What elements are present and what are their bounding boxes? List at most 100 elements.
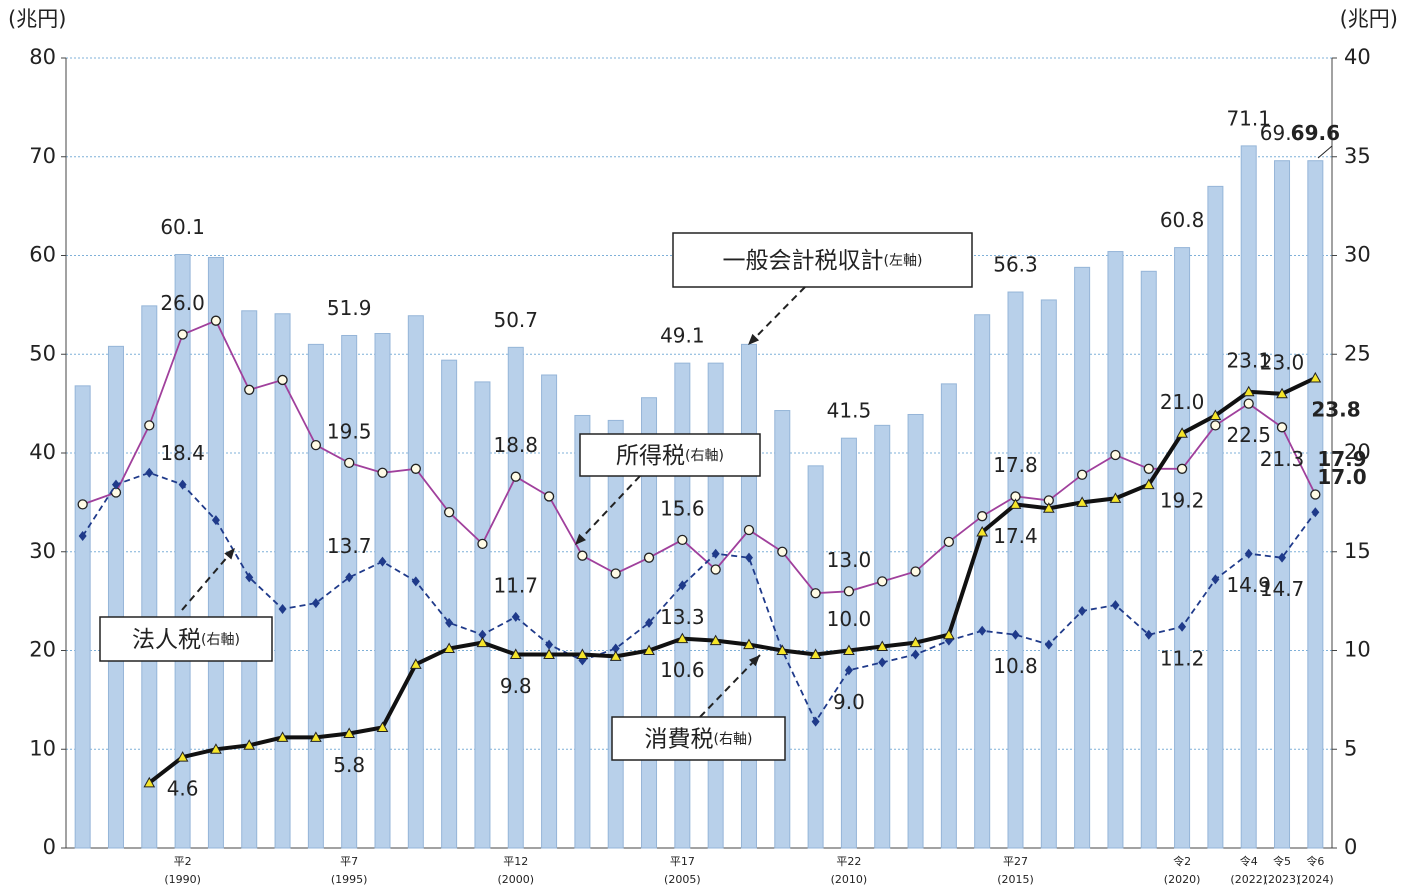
marker — [276, 731, 289, 742]
data-label: 17.8 — [993, 453, 1038, 477]
marker — [511, 611, 520, 622]
marker — [609, 650, 622, 661]
y-tick-label: 20 — [29, 638, 56, 662]
data-label: 21.0 — [1160, 390, 1205, 414]
bar — [1307, 160, 1324, 849]
marker — [1176, 427, 1188, 438]
data-label: 60.1 — [160, 215, 205, 239]
bar — [874, 424, 891, 849]
bar — [1107, 251, 1124, 849]
y2-tick-label: 40 — [1344, 45, 1371, 69]
marker — [1042, 502, 1055, 513]
x-tick-sublabel: (2024) — [1297, 873, 1334, 886]
marker — [743, 524, 755, 536]
marker — [145, 467, 154, 478]
x-tick-label: 令4 — [1240, 854, 1258, 868]
arrow-head — [748, 333, 760, 345]
marker — [211, 515, 220, 526]
marker — [443, 642, 455, 654]
marker — [744, 552, 753, 563]
callout-label: 消費税(右軸) — [645, 726, 753, 752]
data-label: 23.1 — [1226, 348, 1271, 372]
data-label: 4.6 — [167, 777, 199, 801]
x-tick-label: 平27 — [1003, 855, 1028, 868]
data-label: 19.2 — [1160, 488, 1205, 512]
marker — [978, 625, 987, 636]
data-label: 18.4 — [160, 441, 205, 465]
marker — [576, 648, 589, 659]
y2-tick-label: 5 — [1344, 736, 1357, 760]
x-tick-sublabel: (1990) — [164, 873, 201, 886]
marker — [1178, 621, 1187, 632]
marker — [77, 499, 88, 510]
bar — [507, 346, 524, 849]
callout-label: 所得税(右軸) — [616, 443, 724, 469]
callout-arrow — [181, 547, 236, 611]
series-name: 一般会計税収計 — [723, 248, 884, 274]
data-label: 13.7 — [327, 534, 372, 558]
data-label: 18.8 — [493, 433, 538, 457]
marker — [1109, 492, 1122, 503]
arrow-head — [575, 533, 586, 545]
x-tick-sublabel: (2000) — [497, 873, 534, 886]
marker — [676, 632, 689, 644]
marker — [1311, 507, 1320, 518]
marker — [1244, 548, 1253, 559]
data-label: 9.0 — [833, 690, 865, 714]
x-tick-label: 令6 — [1306, 854, 1324, 868]
data-label: 22.5 — [1226, 423, 1271, 447]
marker — [1143, 463, 1154, 474]
callout-arrow — [699, 654, 761, 718]
x-tick-label: 平12 — [503, 855, 528, 868]
marker — [178, 479, 187, 490]
marker — [1242, 385, 1255, 397]
marker — [977, 511, 988, 522]
y-tick-label: 50 — [29, 341, 56, 365]
marker — [1142, 478, 1155, 490]
marker — [843, 644, 855, 655]
marker — [176, 751, 189, 762]
marker — [543, 491, 555, 502]
marker — [243, 739, 256, 750]
data-label: 11.7 — [493, 573, 538, 597]
marker — [844, 665, 853, 676]
arrow-head — [224, 548, 235, 560]
x-tick-label: 平17 — [670, 855, 695, 868]
y-tick-label: 40 — [29, 440, 56, 464]
x-tick-sublabel: (2015) — [997, 873, 1034, 886]
marker — [878, 657, 887, 668]
marker — [478, 629, 487, 640]
bar — [974, 314, 991, 849]
marker — [943, 536, 955, 548]
marker — [645, 617, 654, 628]
callout-box — [672, 232, 973, 288]
marker — [1176, 463, 1188, 474]
bar — [174, 254, 191, 849]
marker — [810, 588, 821, 599]
marker — [643, 644, 655, 655]
marker — [1110, 449, 1121, 461]
bar — [374, 333, 391, 849]
data-label: 21.3 — [1260, 447, 1305, 471]
data-label: 50.7 — [493, 308, 538, 332]
marker — [310, 439, 322, 451]
x-tick-label: 平7 — [340, 855, 358, 868]
bar — [574, 414, 591, 849]
bar — [740, 343, 757, 849]
marker — [278, 604, 287, 615]
y2-tick-label: 25 — [1344, 341, 1371, 365]
axis-note: (左軸) — [884, 253, 923, 269]
bar — [1240, 145, 1257, 849]
marker — [343, 727, 356, 738]
bar — [907, 413, 924, 849]
marker — [843, 586, 855, 597]
marker — [1209, 409, 1222, 420]
marker — [711, 548, 720, 559]
marker — [709, 634, 722, 646]
x-tick-label: 平2 — [174, 855, 192, 868]
marker — [809, 648, 822, 659]
marker — [310, 731, 322, 742]
y2-tick-label: 30 — [1344, 243, 1371, 267]
data-label: 41.5 — [827, 399, 872, 423]
y2-tick-label: 0 — [1344, 835, 1357, 859]
